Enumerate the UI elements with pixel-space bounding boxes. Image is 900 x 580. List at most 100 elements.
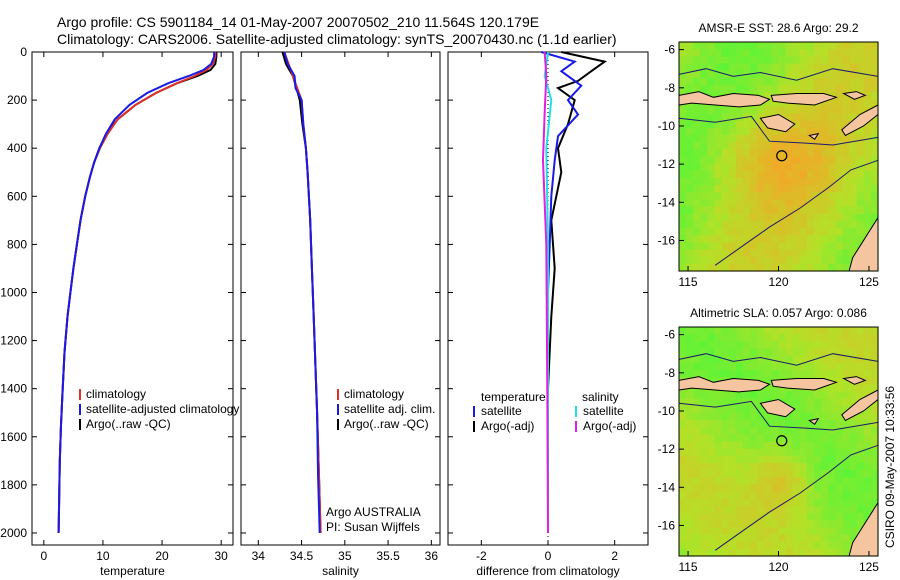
map-cell: [870, 327, 879, 335]
map-cell: [799, 249, 808, 258]
map-cell: [870, 484, 879, 493]
map-cell: [785, 106, 794, 115]
map-cell: [806, 327, 815, 335]
y-tick-label: 1800: [0, 478, 27, 492]
map-cell: [728, 192, 737, 201]
map-cell: [785, 49, 794, 57]
map-cell: [785, 327, 794, 335]
map-cell: [750, 348, 758, 357]
map-cell: [771, 355, 780, 364]
map-cell: [721, 520, 730, 528]
map-cell: [842, 228, 851, 236]
map-cell: [700, 263, 708, 272]
map-cell: [686, 441, 694, 450]
map-cell: [828, 120, 836, 129]
map-cell: [828, 427, 836, 435]
map-cell: [856, 513, 865, 521]
map-cell: [835, 377, 844, 385]
map-cell: [735, 470, 744, 478]
map-cell: [700, 228, 708, 236]
map-cell: [693, 113, 701, 122]
map-cell: [686, 149, 694, 158]
map-cell: [771, 477, 780, 486]
map-cell: [764, 149, 772, 158]
map-cell: [771, 513, 780, 521]
map-cell: [814, 348, 822, 357]
map-cell: [721, 213, 730, 222]
map-cell: [842, 520, 851, 528]
map-cell: [721, 185, 730, 193]
map-cell: [693, 256, 701, 265]
map-cell: [757, 84, 765, 93]
map-cell: [814, 505, 822, 514]
map-cell: [714, 185, 723, 193]
map-cell: [721, 505, 730, 514]
map-cell: [714, 56, 723, 65]
map-cell: [750, 263, 758, 272]
map-cell: [806, 420, 815, 428]
map-cell: [707, 477, 716, 486]
map-cell: [721, 113, 730, 122]
legend-entry: satellite adj. clim.: [344, 402, 435, 416]
map-cell: [828, 348, 836, 357]
map-cell: [764, 348, 772, 357]
map-cell: [771, 192, 780, 201]
map-cell: [757, 263, 765, 272]
map-cell: [821, 163, 829, 172]
map-cell: [799, 63, 808, 72]
map-cell: [700, 362, 708, 371]
map-cell: [792, 213, 801, 222]
map-cell: [764, 263, 772, 272]
map-cell: [828, 156, 836, 165]
map-cell: [814, 70, 822, 79]
map-cell: [778, 263, 787, 272]
map-cell: [757, 541, 765, 550]
map-cell: [743, 548, 751, 557]
map-cell: [778, 470, 787, 478]
map-cell: [842, 199, 851, 208]
map-cell: [814, 199, 822, 208]
map-cell: [856, 427, 865, 435]
map-cell: [693, 49, 701, 57]
map-cell: [849, 355, 858, 364]
map-cell: [849, 470, 858, 478]
map-cell: [679, 142, 687, 150]
map-cell: [870, 213, 879, 222]
map-cell: [728, 163, 737, 172]
map-cell: [686, 113, 694, 122]
map-cell: [778, 77, 787, 86]
map-cell: [700, 206, 708, 215]
map-cell: [828, 484, 836, 493]
map-cell: [814, 206, 822, 215]
map-cell: [735, 391, 744, 400]
map-cell: [778, 384, 787, 393]
x-tick-label: 120: [768, 560, 788, 574]
map-cell: [743, 199, 751, 208]
y-tick-label: -14: [658, 195, 676, 209]
map-cell: [771, 391, 780, 400]
map-cell: [757, 220, 765, 229]
map-cell: [814, 463, 822, 471]
map-cell: [863, 163, 872, 172]
island-landmass: [678, 91, 771, 108]
map-cell: [679, 84, 687, 93]
map-cell: [686, 256, 694, 265]
map-cell: [828, 127, 836, 136]
map-cell: [707, 412, 716, 421]
map-cell: [806, 505, 815, 514]
map-cell: [693, 84, 701, 93]
x-tick-label: 10: [96, 549, 110, 563]
map-cell: [792, 113, 801, 122]
map-cell: [693, 77, 701, 86]
map-cell: [735, 441, 744, 450]
y-tick-label: 1000: [0, 285, 27, 299]
map-cell: [757, 369, 765, 378]
map-cell: [750, 149, 758, 158]
map-cell: [821, 412, 829, 421]
map-cell: [771, 534, 780, 543]
map-cell: [686, 434, 694, 443]
map-cell: [785, 199, 794, 208]
map-cell: [835, 541, 844, 550]
map-cell: [700, 484, 708, 493]
map-cell: [735, 398, 744, 407]
